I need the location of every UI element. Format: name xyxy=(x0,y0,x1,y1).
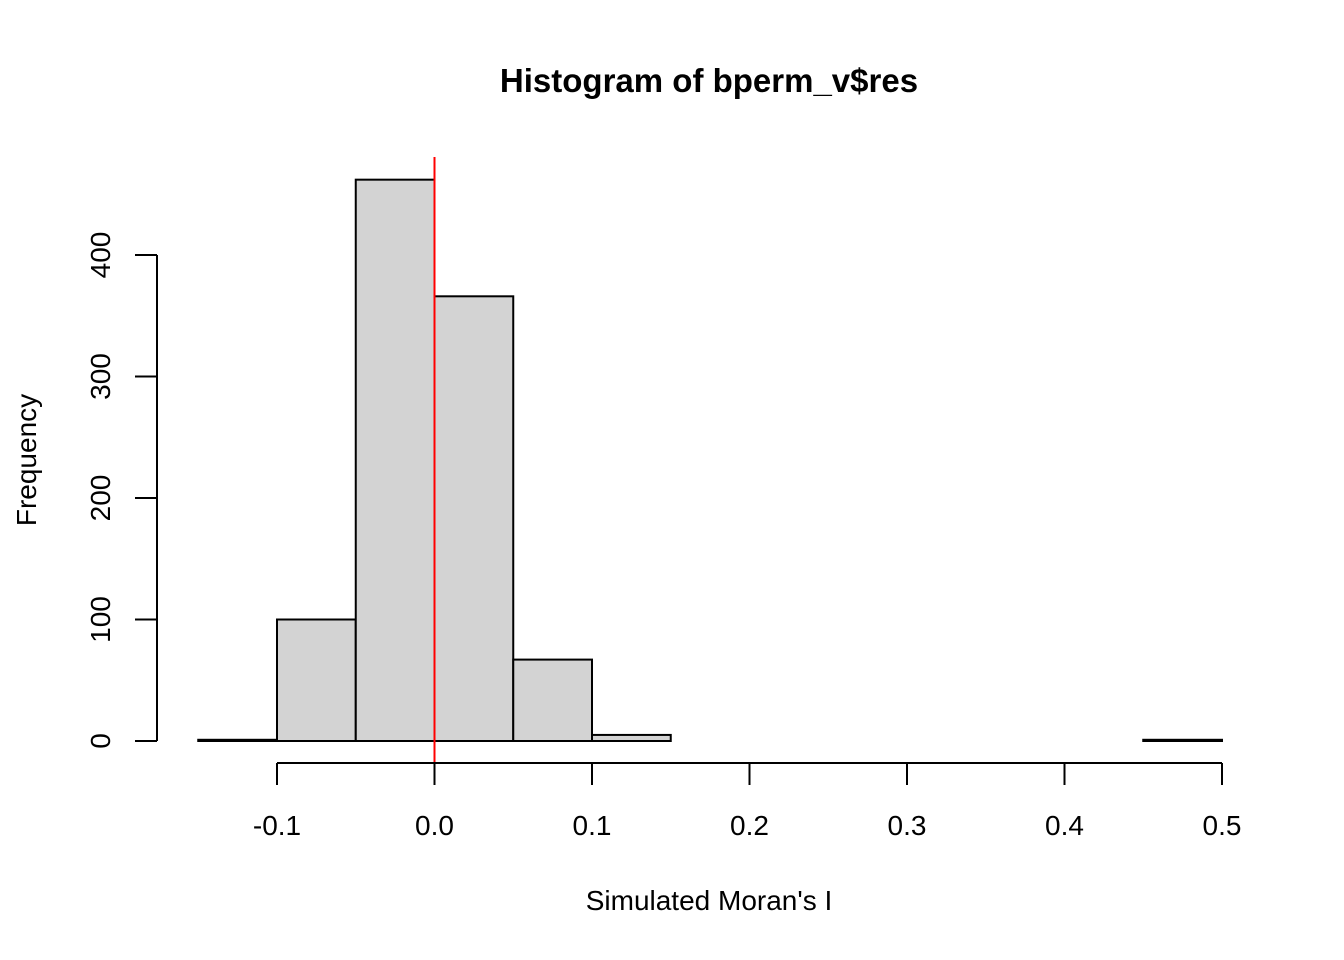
histogram-bar xyxy=(512,658,593,742)
x-axis: -0.1 0.0 0.1 0.2 0.3 0.4 0.5 xyxy=(253,762,1242,841)
y-axis-label: Frequency xyxy=(11,394,42,526)
x-tick-label: 0.3 xyxy=(888,810,927,841)
y-axis: 0 100 200 300 400 xyxy=(85,232,158,749)
x-tick-label: 0.2 xyxy=(730,810,769,841)
histogram-bar xyxy=(1142,738,1223,742)
histogram-bar xyxy=(354,178,436,743)
y-tick-label: 300 xyxy=(85,353,116,400)
x-tick-label: 0.0 xyxy=(415,810,454,841)
chart-title: Histogram of bperm_v$res xyxy=(500,62,918,99)
bars-group xyxy=(197,178,1223,743)
x-tick-label: -0.1 xyxy=(253,810,301,841)
histogram-bar xyxy=(433,295,515,742)
x-axis-label: Simulated Moran's I xyxy=(586,885,833,916)
x-tick-label: 0.5 xyxy=(1203,810,1242,841)
histogram-bar xyxy=(197,738,278,742)
histogram-bar xyxy=(591,733,672,742)
y-tick-label: 400 xyxy=(85,232,116,279)
histogram-bar xyxy=(276,618,357,742)
y-tick-label: 100 xyxy=(85,596,116,643)
y-tick-label: 0 xyxy=(85,733,116,749)
x-tick-label: 0.4 xyxy=(1045,810,1084,841)
x-tick-label: 0.1 xyxy=(573,810,612,841)
y-tick-label: 200 xyxy=(85,475,116,522)
